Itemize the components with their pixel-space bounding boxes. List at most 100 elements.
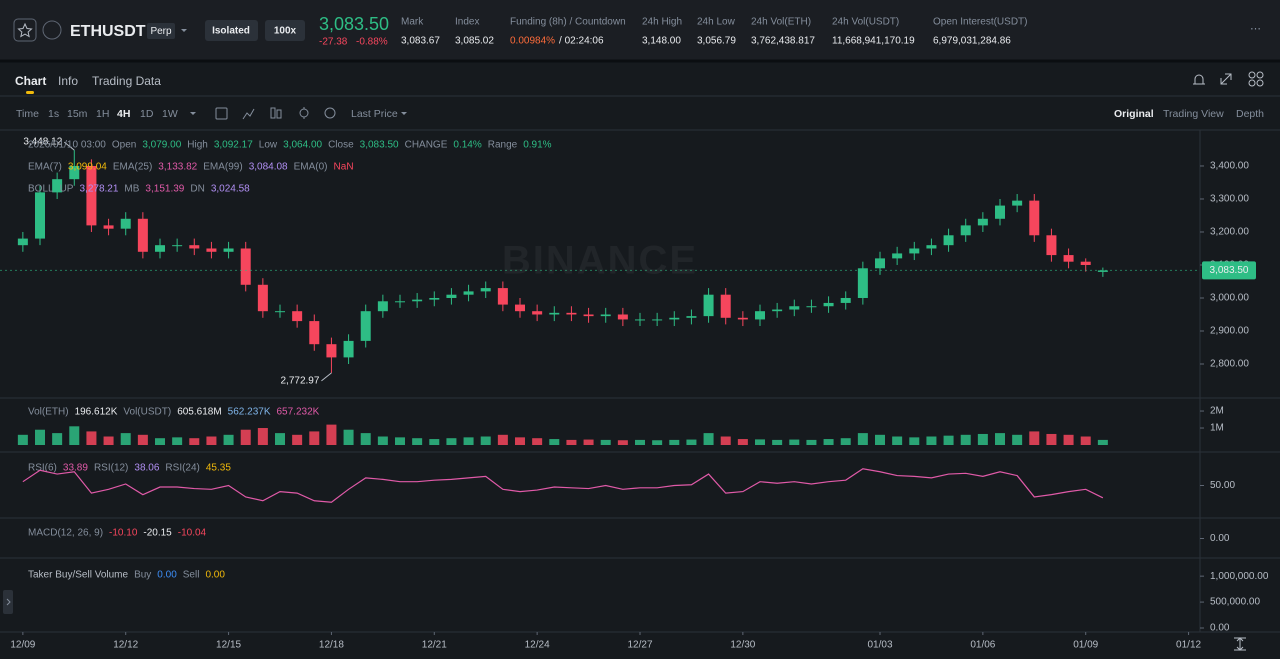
volume-bar: [600, 439, 611, 445]
annotation-line: [63, 141, 75, 151]
legend-item: 562.237K: [228, 407, 271, 418]
axis-reset-icon[interactable]: [1234, 637, 1246, 651]
candle-body: [223, 248, 234, 252]
volume-bar: [943, 435, 954, 445]
legend-item: 0.14%: [453, 140, 481, 151]
candle-body: [652, 319, 663, 321]
candle-body: [1097, 270, 1108, 272]
volume-bar: [223, 434, 234, 445]
y-tick-label: 500,000.00: [1210, 597, 1260, 608]
volume-bar: [103, 436, 114, 445]
price-change: -27.38: [319, 37, 348, 48]
interval[interactable]: 1W: [162, 108, 178, 120]
x-tick-label: 12/27: [627, 640, 652, 651]
stat-label: Index: [455, 17, 479, 28]
tab[interactable]: Trading Data: [92, 74, 161, 88]
star-icon: [17, 22, 33, 38]
legend-item: EMA(0): [294, 162, 328, 173]
candle-body: [69, 165, 80, 180]
candle-body: [1012, 200, 1023, 206]
stat-value: 3,085.02: [455, 36, 494, 47]
volume-bar: [977, 433, 988, 445]
volume-bar: [86, 431, 97, 445]
interval[interactable]: 15m: [67, 108, 88, 120]
last-price: 3,083.50: [319, 14, 389, 34]
chart-type[interactable]: Time: [16, 108, 39, 120]
volume-bar: [892, 436, 903, 445]
volume-bar: [926, 436, 937, 445]
view-option[interactable]: Trading View: [1163, 108, 1224, 120]
fullscreen-icon[interactable]: [1220, 73, 1232, 85]
candle-body: [532, 311, 543, 315]
legend-item: Vol(USDT): [123, 407, 171, 418]
volume-bar: [429, 439, 440, 445]
legend-item: 33.89: [63, 463, 88, 474]
candle-body: [1080, 261, 1091, 265]
legend-item: Open: [112, 140, 136, 151]
x-tick-label: 01/06: [970, 640, 995, 651]
collapse-button[interactable]: [3, 590, 13, 614]
candle-body: [309, 321, 320, 345]
legend-item: Taker Buy/Sell Volume: [28, 570, 128, 581]
symbol-dropdown[interactable]: [181, 29, 187, 32]
x-tick-label: 12/18: [319, 640, 344, 651]
interval[interactable]: 1s: [48, 108, 59, 120]
candle-body: [275, 311, 285, 313]
candle-body: [926, 245, 937, 249]
volume-bar: [583, 439, 594, 445]
interval[interactable]: 4H: [117, 108, 130, 120]
y-tick-label: 3,000.00: [1210, 293, 1249, 304]
legend-item: 3,092.17: [214, 140, 253, 151]
view-option[interactable]: Depth: [1236, 108, 1264, 120]
margin-button[interactable]: [205, 20, 258, 41]
candle-body: [1029, 200, 1040, 236]
candle-body: [960, 225, 971, 236]
stat-value: 3,083.67: [401, 36, 440, 47]
legend-item: 45.35: [206, 463, 231, 474]
contract-type: Perp: [150, 26, 172, 37]
x-tick-label: 12/24: [525, 640, 550, 651]
stat-label: Funding (8h) / Countdown: [510, 17, 626, 28]
legend-item: 3,079.00: [142, 140, 181, 151]
symbol[interactable]: ETHUSDT: [70, 23, 146, 40]
candle-body: [515, 304, 525, 312]
volume-bar: [806, 439, 817, 445]
volume-bar: [532, 438, 543, 445]
candle-body: [617, 314, 628, 320]
candle-body: [497, 288, 508, 305]
legend-item: 3,024.58: [211, 184, 250, 195]
legend-item: Low: [259, 140, 278, 151]
legend-item: 0.91%: [523, 140, 551, 151]
stat-value: 3,148.00: [642, 36, 681, 47]
leverage-button[interactable]: [265, 20, 305, 41]
tab[interactable]: Info: [58, 74, 78, 88]
candle-body: [189, 245, 200, 249]
volume-bar: [755, 439, 765, 445]
volume-bar: [412, 438, 423, 445]
view-option[interactable]: Original: [1114, 108, 1154, 120]
interval[interactable]: 1D: [140, 108, 154, 120]
tool-icons[interactable]: [215, 107, 336, 120]
layout-icon[interactable]: [1248, 71, 1264, 87]
price-type-dropdown[interactable]: [401, 112, 407, 115]
alert-icon[interactable]: [1193, 74, 1205, 85]
candle-body: [943, 235, 954, 246]
x-tick-label: 01/09: [1073, 640, 1098, 651]
candle-body: [600, 314, 611, 317]
price-type[interactable]: Last Price: [351, 108, 398, 120]
favorite-button[interactable]: [13, 18, 37, 42]
more-button[interactable]: ⋯: [1250, 23, 1261, 35]
legend-item: 2026/01/10 03:00: [28, 140, 106, 151]
candle-body: [35, 192, 45, 239]
interval[interactable]: 1H: [96, 108, 109, 120]
volume-bar: [155, 438, 165, 445]
y-tick-label: 0.00: [1210, 533, 1230, 544]
last-price-label: 3,083.50: [1210, 265, 1249, 276]
price-annotation: 2,772.97: [280, 376, 319, 387]
volume-bar: [1080, 436, 1091, 445]
y-tick-label: 3,400.00: [1210, 161, 1249, 172]
volume-bar: [617, 440, 628, 445]
tab[interactable]: Chart: [15, 74, 46, 88]
interval-dropdown[interactable]: [190, 112, 196, 115]
volume-bar: [515, 437, 525, 445]
